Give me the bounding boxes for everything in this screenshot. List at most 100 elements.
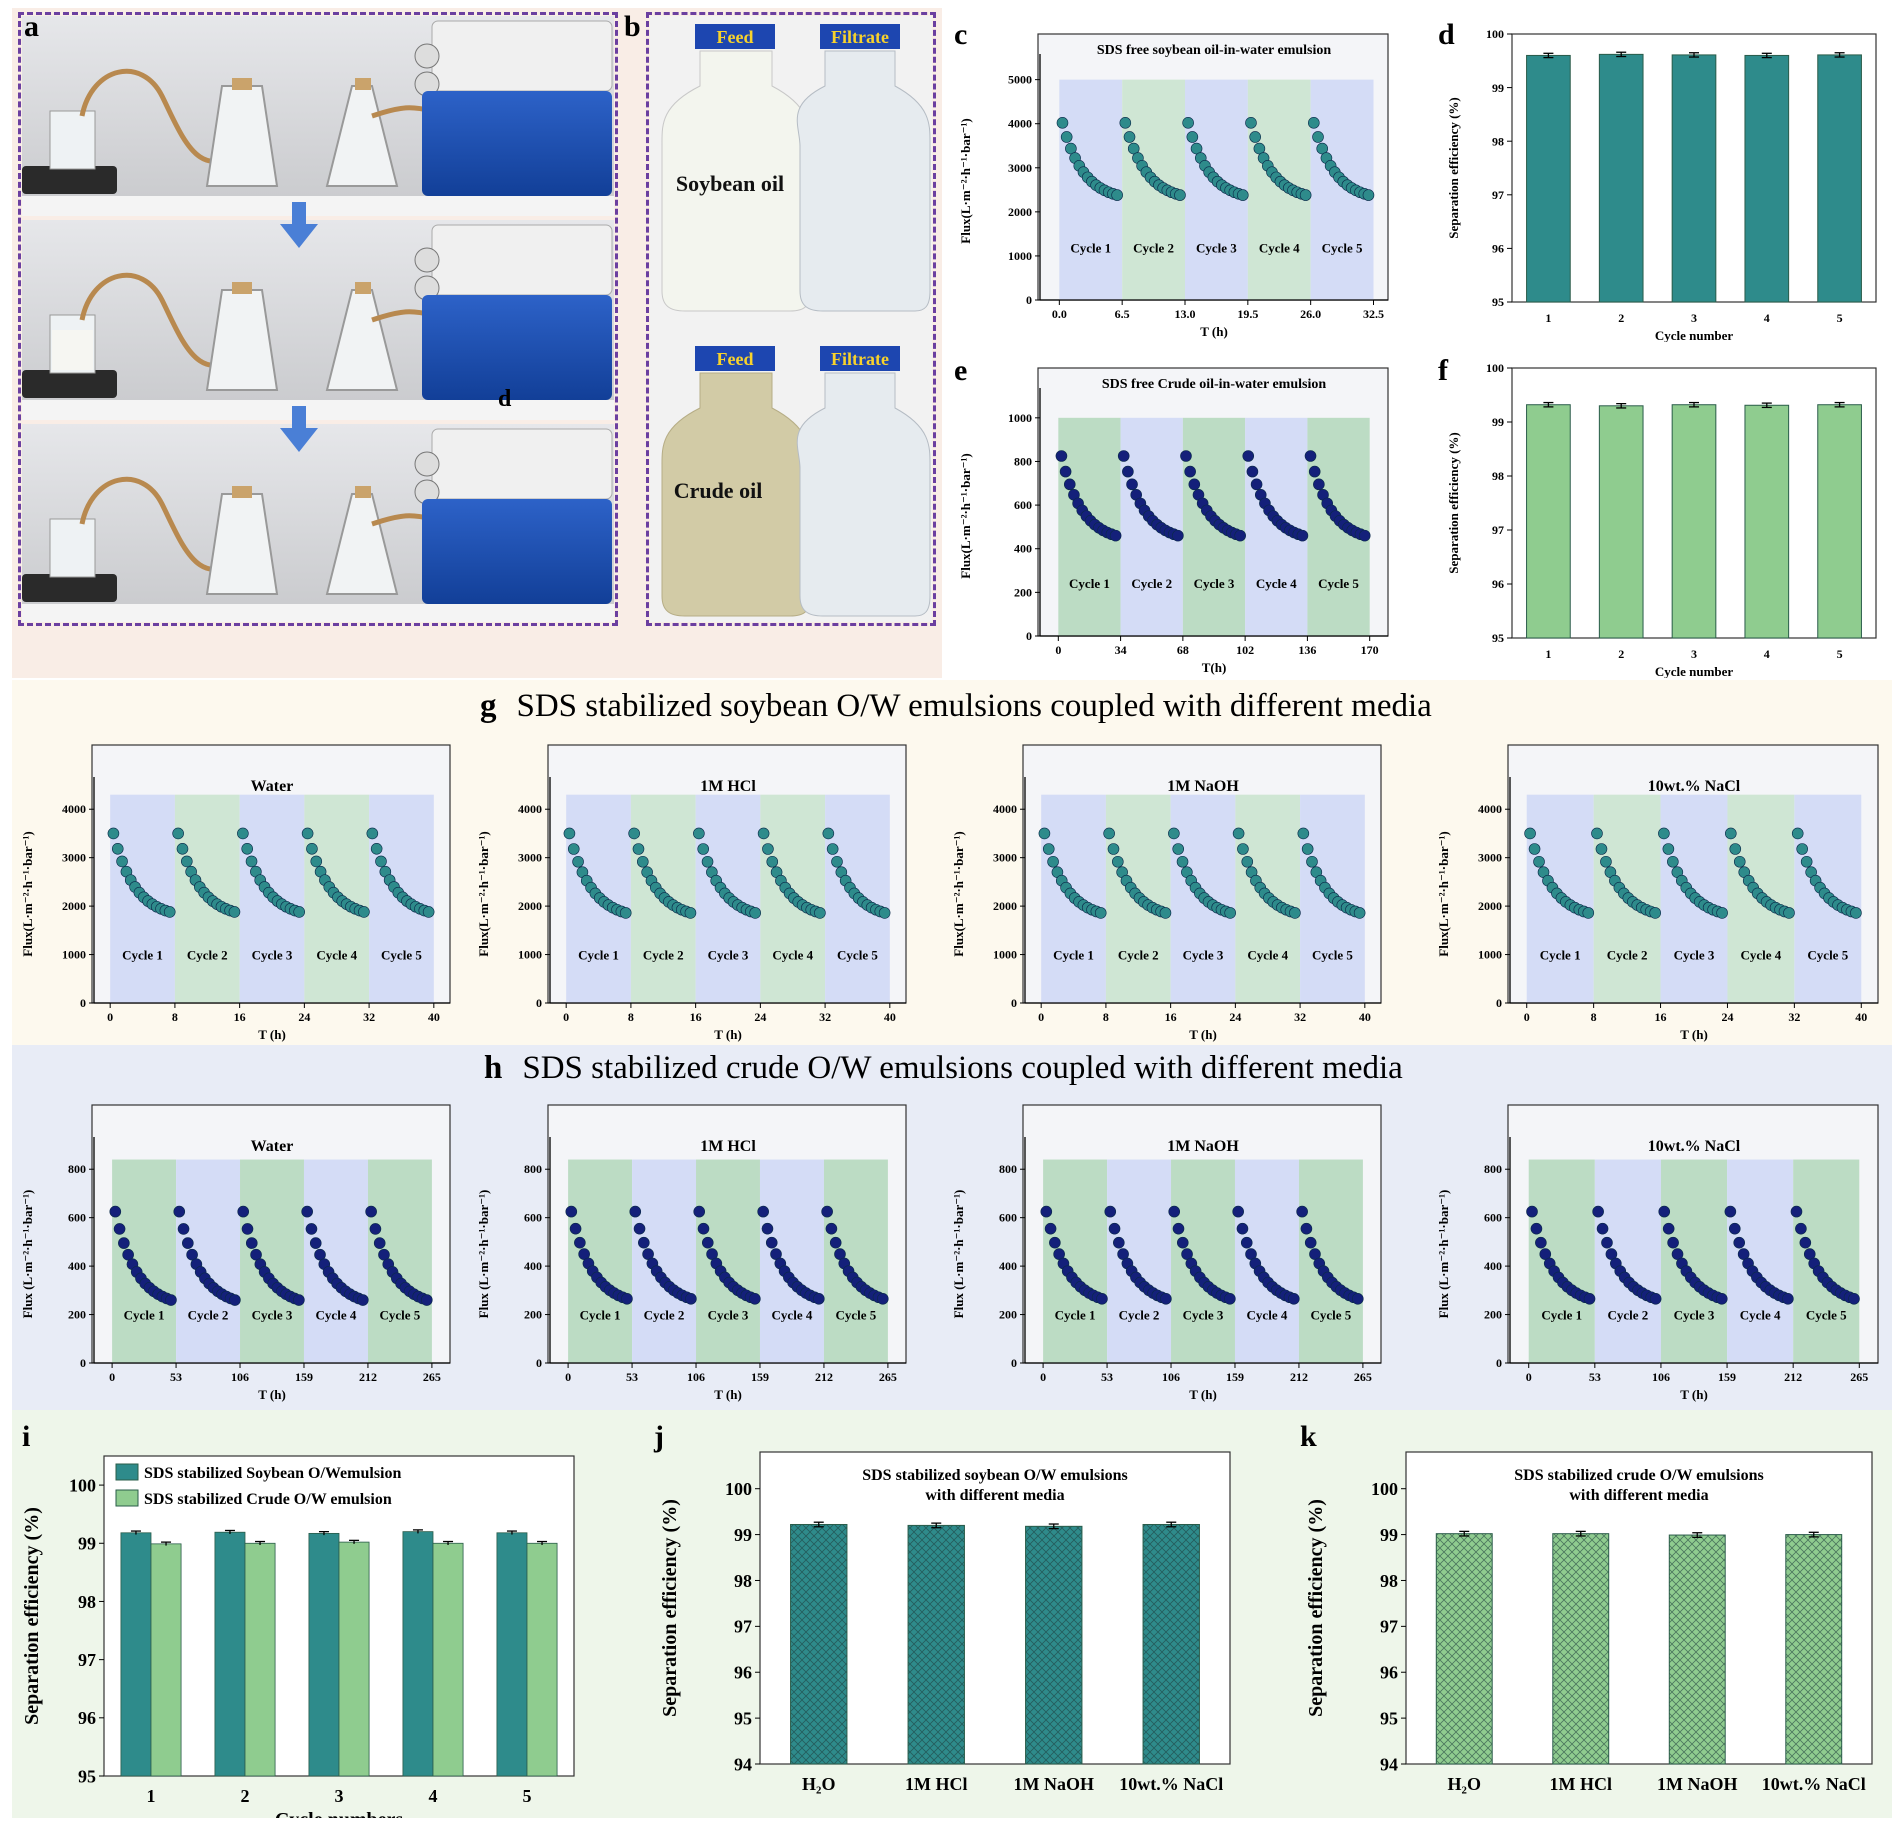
data-point bbox=[1729, 843, 1742, 855]
data-point bbox=[563, 827, 576, 840]
chart-subtitle: with different media bbox=[1569, 1487, 1708, 1504]
data-point bbox=[1174, 189, 1186, 201]
x-tick-label: 136 bbox=[1298, 643, 1316, 657]
data-point bbox=[629, 1205, 642, 1218]
data-point bbox=[1246, 465, 1259, 478]
cycle-band bbox=[112, 1159, 177, 1363]
cycle-label: Cycle 3 bbox=[252, 947, 293, 962]
cycle-band bbox=[1234, 1159, 1299, 1363]
y-tick-label: 1000 bbox=[518, 948, 542, 962]
data-point bbox=[1176, 855, 1189, 868]
cycle-label: Cycle 4 bbox=[772, 947, 813, 962]
x-tick-label: 1M HCl bbox=[905, 1774, 968, 1794]
cycle-label: Cycle 1 bbox=[580, 1307, 621, 1322]
y-tick-label: 96 bbox=[1492, 242, 1504, 256]
x-tick-label: 3 bbox=[1691, 311, 1697, 325]
y-tick-label: 99 bbox=[1492, 415, 1504, 429]
data-point bbox=[1358, 529, 1371, 542]
data-point bbox=[245, 855, 258, 868]
cycle-label: Cycle 5 bbox=[837, 947, 878, 962]
y-tick-label: 1000 bbox=[62, 948, 86, 962]
panel-label-b: b bbox=[624, 10, 641, 43]
panel-label-e: e bbox=[954, 354, 968, 387]
y-tick-label: 96 bbox=[1492, 577, 1504, 591]
cycle-label: Cycle 1 bbox=[1540, 947, 1581, 962]
x-tick-label: 19.5 bbox=[1237, 307, 1258, 321]
data-point bbox=[1790, 1205, 1803, 1218]
y-tick-label: 4000 bbox=[1008, 117, 1032, 131]
data-point bbox=[1168, 1205, 1181, 1218]
x-tick-label: 4 bbox=[1764, 311, 1770, 325]
data-point bbox=[1055, 450, 1068, 462]
bar bbox=[1744, 54, 1790, 303]
cycle-label: Cycle 5 bbox=[380, 1307, 421, 1322]
y-tick-label: 800 bbox=[1014, 454, 1032, 468]
y-tick-label: 1000 bbox=[1478, 948, 1502, 962]
data-point bbox=[567, 843, 580, 855]
data-point bbox=[749, 907, 761, 919]
cycle-band bbox=[1594, 1159, 1661, 1363]
y-tick-label: 2000 bbox=[62, 899, 86, 913]
x-axis-label: T (h) bbox=[1189, 1027, 1217, 1042]
data-point bbox=[237, 1205, 250, 1218]
y-tick-label: 96 bbox=[734, 1663, 752, 1683]
data-point bbox=[1733, 1236, 1746, 1249]
chart-h1: Cycle 1 Cycle 2 Cycle 3 Cycle 4 Cycle 5 0 53 10… bbox=[20, 1104, 451, 1402]
x-tick-label: 8 bbox=[1103, 1010, 1109, 1024]
data-point bbox=[1096, 1293, 1108, 1305]
data-point bbox=[1094, 907, 1107, 919]
y-axis-label: Flux(L·m⁻²·h⁻¹·bar⁻¹) bbox=[951, 831, 966, 956]
photo-b-bottom-feed: Feed bbox=[717, 349, 754, 369]
cycle-label: Cycle 2 bbox=[1118, 947, 1159, 962]
cycle-label: Cycle 4 bbox=[1259, 240, 1300, 255]
x-axis-label: T (h) bbox=[1680, 1387, 1708, 1402]
x-tick-label: 16 bbox=[690, 1010, 702, 1024]
panel-label-k: k bbox=[1300, 1420, 1317, 1453]
data-point bbox=[1353, 907, 1366, 919]
y-tick-label: 95 bbox=[734, 1708, 752, 1728]
bar bbox=[1744, 404, 1790, 639]
data-point bbox=[1796, 843, 1808, 855]
chart-c: Cycle 1 Cycle 2 Cycle 3 Cycle 4 Cycle 5 0.0 6.… bbox=[958, 33, 1389, 339]
bottle-soybean-filtrate bbox=[796, 24, 931, 312]
bar bbox=[214, 1531, 246, 1777]
cycle-label: Cycle 4 bbox=[1256, 576, 1297, 591]
x-axis-label: T (h) bbox=[1200, 324, 1228, 339]
data-point bbox=[1245, 117, 1257, 129]
y-tick-label: 95 bbox=[78, 1766, 96, 1786]
data-point bbox=[1308, 465, 1321, 478]
cycle-label: Cycle 1 bbox=[1541, 1307, 1582, 1322]
cycle-label: Cycle 2 bbox=[644, 1307, 685, 1322]
data-point bbox=[1850, 907, 1862, 919]
photo-b-top-filtrate: Filtrate bbox=[831, 27, 889, 47]
bar bbox=[1668, 1534, 1726, 1765]
down-arrow-icon bbox=[280, 202, 318, 248]
bottle-soybean-feed bbox=[661, 24, 811, 312]
cycle-label: Cycle 2 bbox=[188, 1307, 229, 1322]
y-axis-label: Flux(L·m⁻²·h⁻¹·bar⁻¹) bbox=[958, 453, 973, 578]
data-point bbox=[1232, 1205, 1244, 1218]
data-point bbox=[822, 827, 835, 840]
x-tick-label: 0 bbox=[1055, 643, 1061, 657]
cycle-label: Cycle 2 bbox=[1131, 576, 1172, 591]
data-point bbox=[1224, 907, 1236, 919]
cycle-label: Cycle 3 bbox=[1183, 947, 1224, 962]
y-tick-label: 97 bbox=[1492, 188, 1504, 202]
setup-row-2 bbox=[22, 220, 614, 420]
data-point bbox=[697, 843, 710, 855]
x-tick-label: 2 bbox=[1618, 311, 1624, 325]
bar bbox=[1526, 404, 1571, 639]
data-point bbox=[685, 1293, 697, 1305]
data-point bbox=[301, 827, 314, 840]
x-axis-label: T (h) bbox=[714, 1387, 742, 1402]
setup-row-3 bbox=[22, 424, 614, 622]
cycle-label: Cycle 2 bbox=[187, 947, 228, 962]
data-point bbox=[237, 827, 249, 840]
data-point bbox=[1304, 450, 1317, 462]
data-point bbox=[176, 843, 189, 855]
data-point bbox=[1242, 450, 1255, 462]
chart-title: Water bbox=[251, 778, 294, 795]
x-tick-label: 8 bbox=[172, 1010, 178, 1024]
cycle-band bbox=[1298, 1159, 1363, 1363]
y-tick-label: 97 bbox=[734, 1617, 752, 1637]
